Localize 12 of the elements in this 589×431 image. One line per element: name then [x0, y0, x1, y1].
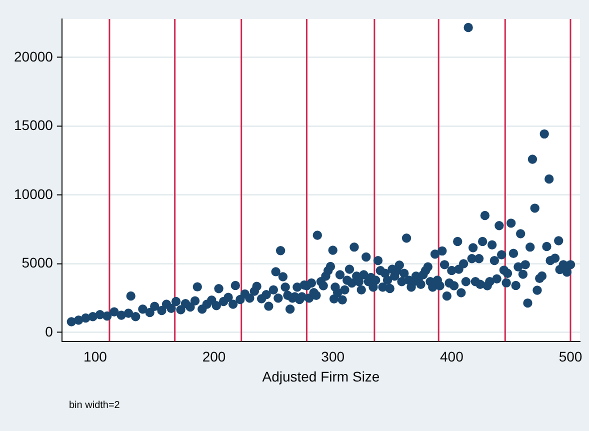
- y-tick-label: 5000: [22, 254, 54, 271]
- y-tick-label: 20000: [14, 48, 54, 64]
- x-tick-label: 400: [440, 348, 464, 365]
- x-axis-title: Adjusted Firm Size: [262, 368, 380, 384]
- y-tick-label: 15000: [14, 117, 54, 134]
- x-tick-label: 100: [84, 348, 108, 365]
- text: bin width=2: [69, 400, 120, 411]
- x-tick-label: 500: [558, 348, 582, 365]
- y-tick-label: 10000: [14, 186, 54, 202]
- x-tick-label: 300: [321, 348, 345, 365]
- x-tick-label: 200: [202, 348, 226, 365]
- y-tick-label: 0: [45, 323, 54, 340]
